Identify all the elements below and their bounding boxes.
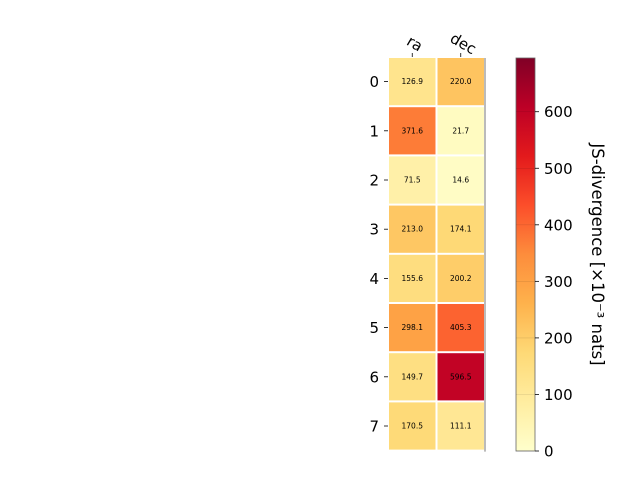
row-label: 4 bbox=[369, 270, 379, 288]
colorbar-tick-label: 0 bbox=[544, 443, 554, 461]
cell-value-label: 14.6 bbox=[452, 176, 469, 185]
cell-value-label: 213.0 bbox=[402, 225, 424, 234]
colorbar-tick-label: 400 bbox=[544, 216, 573, 234]
heatmap-cell bbox=[437, 254, 484, 302]
cell-value-label: 174.1 bbox=[450, 225, 472, 234]
cell-value-label: 298.1 bbox=[402, 323, 424, 332]
cell-value-label: 596.5 bbox=[450, 372, 472, 381]
colorbar-gradient bbox=[515, 57, 536, 452]
cell-value-label: 371.6 bbox=[402, 126, 424, 135]
colorbar-tick-label: 100 bbox=[544, 386, 573, 404]
heatmap-cell bbox=[389, 58, 436, 106]
cell-value-label: 149.7 bbox=[402, 372, 424, 381]
heatmap-cell bbox=[437, 353, 484, 401]
cell-value-label: 200.2 bbox=[450, 274, 472, 283]
cell-value-label: 170.5 bbox=[402, 422, 424, 431]
cell-value-label: 220.0 bbox=[450, 77, 472, 86]
cell-value-label: 155.6 bbox=[402, 274, 424, 283]
colorbar-tick-label: 200 bbox=[544, 329, 573, 347]
cell-value-label: 405.3 bbox=[450, 323, 472, 332]
cell-value-label: 126.9 bbox=[402, 77, 424, 86]
cell-value-label: 71.5 bbox=[404, 176, 421, 185]
heatmap-cell bbox=[389, 156, 436, 204]
heatmap-cell bbox=[389, 304, 436, 352]
column-label: dec bbox=[447, 29, 479, 58]
colorbar-tick-label: 300 bbox=[544, 273, 573, 291]
heatmap-cell bbox=[389, 107, 436, 155]
heatmap-cell bbox=[437, 156, 484, 204]
heatmap-cell bbox=[389, 205, 436, 253]
row-label: 1 bbox=[369, 122, 379, 140]
heatmap-cell bbox=[437, 205, 484, 253]
column-label: ra bbox=[404, 32, 426, 55]
heatmap-cell bbox=[437, 402, 484, 450]
colorbar-tick-label: 600 bbox=[544, 103, 573, 121]
row-label: 6 bbox=[369, 368, 379, 386]
heatmap-cell bbox=[389, 402, 436, 450]
colorbar-label: JS-divergence [×10⁻³ nats] bbox=[588, 142, 607, 365]
colorbar: 0 100 200 300 400 500 600 JS-divergence [×10⁻³ … bbox=[515, 57, 607, 461]
cell-value-label: 111.1 bbox=[450, 422, 472, 431]
row-label: 0 bbox=[369, 73, 379, 91]
heatmap-cell bbox=[389, 353, 436, 401]
row-label: 5 bbox=[369, 319, 379, 337]
colorbar-tick-label: 500 bbox=[544, 160, 573, 178]
heatmap-cell bbox=[389, 254, 436, 302]
row-label: 2 bbox=[369, 172, 379, 190]
heatmap-cell bbox=[437, 304, 484, 352]
row-label: 3 bbox=[369, 221, 379, 239]
heatmap-cell bbox=[437, 58, 484, 106]
cell-value-label: 21.7 bbox=[452, 126, 469, 135]
row-label: 7 bbox=[369, 418, 379, 436]
heatmap-cell bbox=[437, 107, 484, 155]
